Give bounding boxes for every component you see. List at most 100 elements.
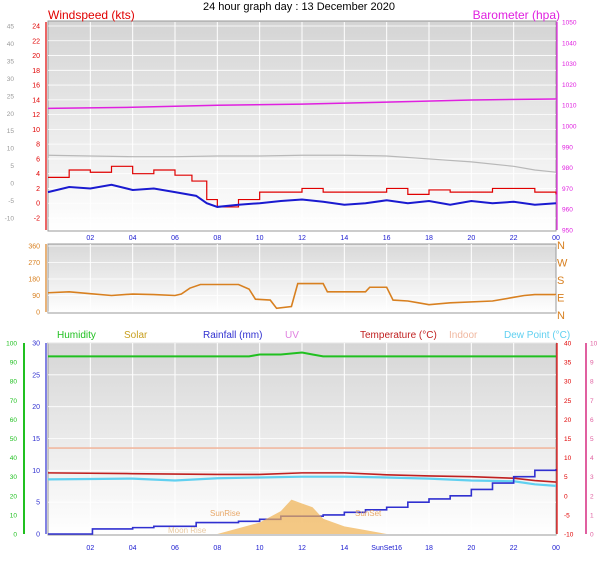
time-tick-label: 20 [467, 235, 475, 242]
barometer-tick-label: 1040 [562, 40, 577, 47]
uv-tick-label: 10 [590, 341, 598, 348]
temperature-tick-label: 40 [564, 341, 572, 348]
legend-item: Rainfall (mm) [203, 330, 262, 341]
outer-tick-label: 20 [7, 111, 15, 118]
time-tick-label: 18 [425, 235, 433, 242]
graph-title: 24 hour graph day : 13 December 2020 [203, 1, 395, 13]
compass-label: N [557, 310, 565, 322]
outer-tick-label: 10 [7, 146, 15, 153]
time-tick-label: 06 [171, 545, 179, 552]
rainfall-tick-label: 0 [36, 532, 40, 539]
direction-tick-label: 270 [28, 260, 40, 267]
rainfall-tick-label: 15 [32, 436, 40, 443]
uv-tick-label: 8 [590, 379, 594, 386]
windspeed-tick-label: 10 [32, 127, 40, 134]
uv-tick-label: 7 [590, 398, 594, 405]
legend-item: UV [285, 330, 299, 341]
outer-tick-label: 0 [10, 181, 14, 188]
temperature-tick-label: 25 [564, 398, 572, 405]
gust_avg-line [47, 183, 557, 208]
direction-tick-label: 0 [36, 310, 40, 317]
solar-area [48, 499, 556, 534]
uv-tick-label: 3 [590, 474, 594, 481]
windspeed-tick-label: 16 [32, 83, 40, 90]
time-tick-label: 00 [552, 545, 560, 552]
windspeed-tick-label: -2 [34, 216, 40, 223]
humidity-tick-label: 40 [10, 455, 18, 462]
time-tick-label: 18 [425, 545, 433, 552]
uv-tick-label: 0 [590, 532, 594, 539]
rainfall-tick-label: 25 [32, 372, 40, 379]
time-tick-label: 20 [467, 545, 475, 552]
direction-line [47, 282, 556, 310]
humidity-line [48, 351, 556, 358]
outer-tick-label: 15 [7, 128, 15, 135]
humidity-tick-label: 90 [10, 360, 18, 367]
temp-line [47, 472, 557, 483]
compass-label: W [557, 258, 568, 270]
time-tick-label: 22 [510, 235, 518, 242]
barometer-tick-label: 1000 [562, 124, 577, 131]
dew-line [47, 475, 557, 487]
barometer-tick-label: 1030 [562, 61, 577, 68]
legend-item: Temperature (°C) [360, 330, 437, 341]
direction-tick-label: 360 [28, 244, 40, 251]
uv-tick-label: 2 [590, 493, 594, 500]
humidity-tick-label: 100 [6, 341, 17, 348]
barometer-tick-label: 1020 [562, 82, 577, 89]
wind-line [48, 165, 557, 208]
time-tick-label: 00 [552, 235, 560, 242]
windspeed-tick-label: 0 [36, 201, 40, 208]
wind_grey-line [47, 154, 557, 173]
direction-gridlines [48, 244, 556, 313]
legend-item: Indoor [449, 330, 478, 341]
rainfall-tick-label: 5 [36, 500, 40, 507]
rain-line [48, 469, 557, 535]
direction-tick-label: 180 [28, 277, 40, 284]
uv-tick-label: 1 [590, 512, 594, 519]
humidity-tick-label: 0 [13, 532, 17, 539]
windspeed-tick-label: 18 [32, 68, 40, 75]
time-tick-label: 04 [129, 545, 137, 552]
outer-tick-label: 5 [10, 163, 14, 170]
compass-label: E [557, 293, 564, 305]
time-tick-label: 08 [213, 235, 221, 242]
rainfall-tick-label: 30 [32, 341, 40, 348]
windspeed-tick-label: 20 [32, 53, 40, 60]
uv-tick-label: 5 [590, 436, 594, 443]
temperature-tick-label: 5 [564, 474, 568, 481]
outer-tick-label: 25 [7, 93, 15, 100]
windspeed-tick-label: 12 [32, 112, 40, 119]
compass-label: S [557, 275, 564, 287]
time-tick-label: 10 [256, 235, 264, 242]
direction-series [47, 282, 556, 310]
moonrise-annotation: Moon Rise [168, 526, 207, 535]
baro-line [47, 98, 557, 110]
windspeed-tick-label: 24 [32, 24, 40, 31]
outer-tick-label: 35 [7, 58, 15, 65]
outer-tick-label: 40 [7, 41, 15, 48]
time-tick-label: 16 [383, 235, 391, 242]
time-tick-label: 02 [86, 545, 94, 552]
rainfall-tick-label: 20 [32, 404, 40, 411]
time-tick-label: 12 [298, 545, 306, 552]
windspeed-tick-label: 4 [36, 171, 40, 178]
windspeed-tick-label: 14 [32, 97, 40, 104]
legend-item: Solar [124, 330, 148, 341]
barometer-tick-label: 970 [562, 186, 573, 193]
temperature-tick-label: 15 [564, 436, 572, 443]
barometer-tick-label: 990 [562, 144, 573, 151]
uv-tick-label: 9 [590, 360, 594, 367]
time-tick-label: 06 [171, 235, 179, 242]
windspeed-tick-label: 6 [36, 156, 40, 163]
humidity-tick-label: 60 [10, 417, 18, 424]
temperature-tick-label: 0 [564, 493, 568, 500]
barometer-tick-label: 950 [562, 228, 573, 235]
humidity-tick-label: 80 [10, 379, 18, 386]
outer-tick-label: 45 [7, 24, 15, 31]
rainfall-tick-label: 10 [32, 468, 40, 475]
temperature-tick-label: 30 [564, 379, 572, 386]
temperature-tick-label: 20 [564, 417, 572, 424]
